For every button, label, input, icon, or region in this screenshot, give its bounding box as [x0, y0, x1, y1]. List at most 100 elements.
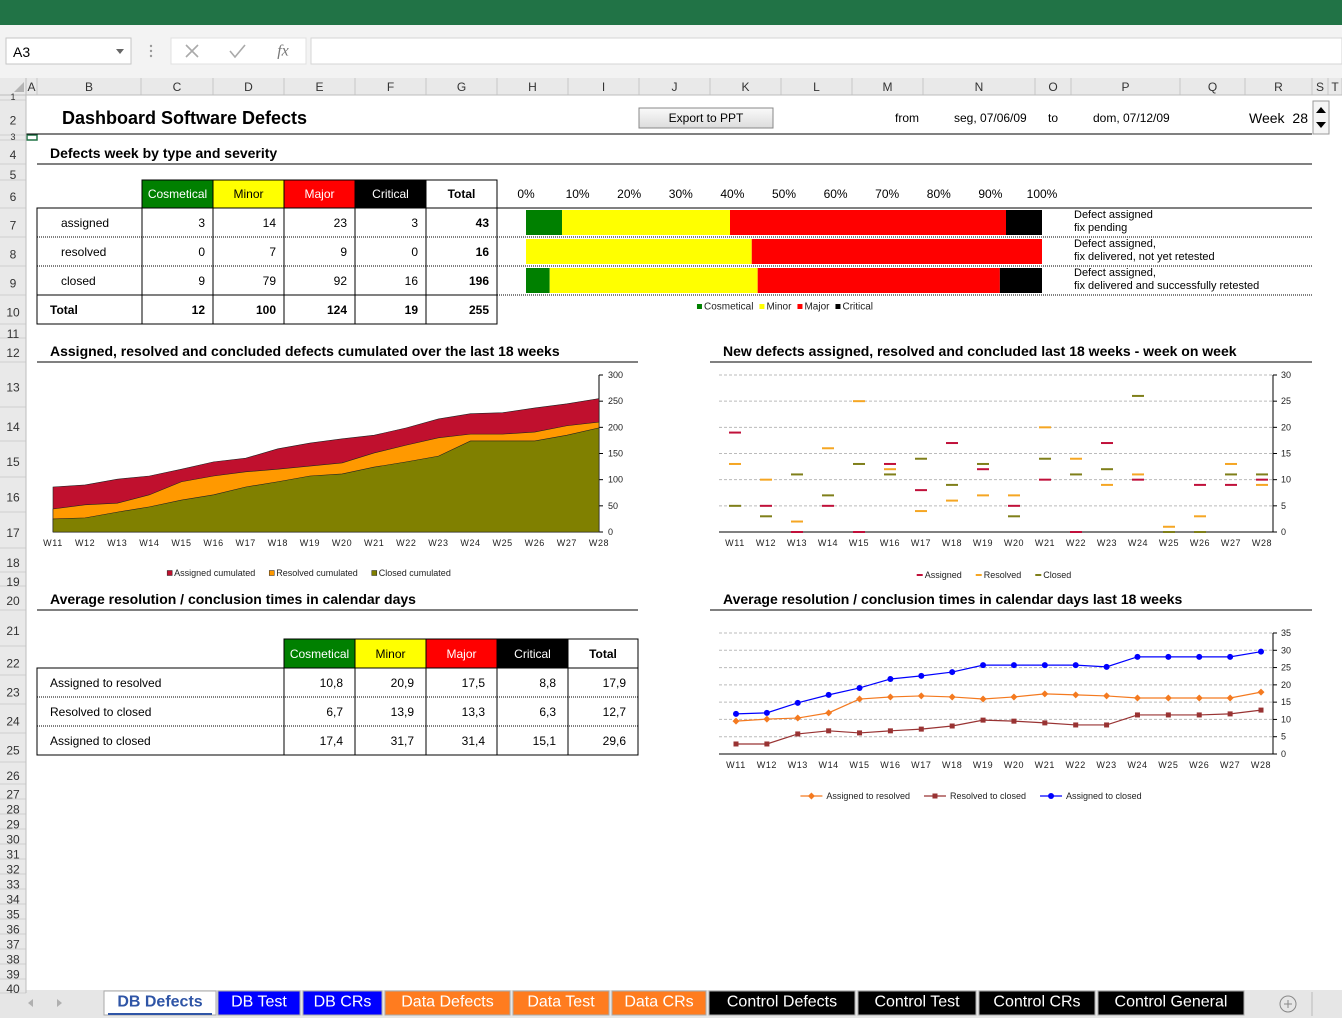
x-tick-label: W27 [557, 538, 577, 548]
cell-value: 6,7 [326, 705, 343, 719]
row-label: Assigned to closed [50, 734, 151, 748]
data-point [1010, 693, 1018, 701]
cancel-icon[interactable] [185, 44, 199, 58]
row-header: 8 [10, 248, 17, 262]
data-point [825, 691, 832, 698]
row-header: 14 [6, 420, 20, 434]
legend-label: Major [804, 302, 830, 313]
data-point [1103, 692, 1111, 700]
legend-marker [807, 792, 815, 800]
percent-tick-label: 100% [1027, 187, 1058, 201]
column-header-label: Minor [233, 187, 263, 201]
x-tick-label: W12 [75, 538, 95, 548]
row-header: 26 [6, 769, 20, 783]
x-tick-label: W21 [1035, 538, 1055, 548]
data-point [1196, 712, 1202, 718]
header-cell [354, 638, 427, 669]
cell-value: 0 [411, 245, 418, 259]
legend-label: Minor [766, 302, 792, 313]
data-point [1227, 711, 1233, 717]
name-box-dropdown[interactable] [116, 49, 124, 54]
data-point [1165, 712, 1171, 718]
sheet-tab[interactable] [708, 990, 856, 1016]
data-point [857, 730, 863, 736]
sheet-tab-label: Control CRs [993, 994, 1080, 1011]
select-all[interactable] [14, 82, 24, 92]
y-tick-label: 10 [1281, 714, 1291, 724]
row-header: 2 [10, 114, 17, 128]
row-label: Total [50, 303, 78, 317]
sheet-tab[interactable] [384, 990, 511, 1016]
data-point [887, 675, 894, 682]
x-tick-label: W12 [757, 760, 777, 770]
cell-value: 31,4 [462, 734, 486, 748]
insert-function-icon[interactable]: fx [277, 43, 289, 60]
legend-label: Cosmetical [704, 302, 753, 313]
bar-note: fix delivered, not yet retested [1074, 251, 1215, 263]
cell-value: 16 [405, 274, 419, 288]
sheet-tab[interactable] [611, 990, 707, 1016]
percent-tick-label: 70% [875, 187, 899, 201]
enter-icon[interactable] [229, 44, 246, 59]
name-box[interactable] [5, 37, 132, 65]
sheet-tab-label: Control General [1115, 994, 1228, 1011]
x-tick-label: W20 [1004, 538, 1024, 548]
severity-segment [1006, 210, 1042, 235]
data-point [1072, 662, 1079, 669]
column-header-label: Critical [372, 187, 409, 201]
export-button-label[interactable]: Export to PPT [669, 111, 744, 125]
legend-key [696, 304, 702, 309]
column-header: P [1121, 80, 1129, 94]
column-header-label: Major [446, 647, 476, 661]
column-header: S [1316, 80, 1324, 94]
row-header: 32 [6, 863, 20, 877]
x-tick-label: W19 [300, 538, 320, 548]
section-title: New defects assigned, resolved and concl… [723, 343, 1237, 359]
spinner-arrows[interactable] [1316, 107, 1326, 128]
export-button[interactable] [638, 107, 774, 129]
x-tick-label: W21 [1035, 760, 1055, 770]
bar-note: Defect assigned, [1074, 238, 1156, 250]
sheet-tab[interactable] [1097, 990, 1245, 1016]
formula-input[interactable] [310, 37, 1342, 65]
sheet-tab[interactable] [103, 990, 217, 1016]
row-header: 38 [6, 953, 20, 967]
severity-segment [751, 239, 1042, 264]
row-header: 40 [6, 982, 20, 996]
severity-segment [526, 268, 550, 293]
data-point [949, 669, 956, 676]
column-header: E [315, 80, 323, 94]
row-header: 17 [6, 526, 20, 540]
x-tick-label: W12 [756, 538, 776, 548]
x-tick-label: W23 [428, 538, 448, 548]
week-spinner[interactable] [1312, 100, 1330, 135]
legend-label: Closed cumulated [379, 568, 451, 578]
data-point [1196, 653, 1203, 660]
x-tick-label: W23 [1097, 538, 1117, 548]
x-tick-label: W14 [818, 538, 838, 548]
x-tick-label: W13 [788, 760, 808, 770]
sheet-tab[interactable] [302, 990, 383, 1016]
x-tick-label: W28 [589, 538, 609, 548]
cell-value: 23 [334, 216, 348, 230]
cell-value: 3 [411, 216, 418, 230]
y-tick-label: 30 [1281, 645, 1291, 655]
sheet-tab[interactable] [512, 990, 610, 1016]
new-sheet-button[interactable] [1279, 995, 1297, 1013]
sheet-tab-label: Data Defects [401, 994, 493, 1011]
data-point [918, 672, 925, 679]
data-point [1042, 720, 1048, 726]
sheet-tab[interactable] [217, 990, 301, 1016]
sheet-tab-label: DB CRs [314, 994, 372, 1011]
column-header: J [672, 80, 678, 94]
row-label: resolved [61, 245, 106, 259]
legend-marker [1048, 793, 1055, 799]
row-header: 7 [10, 219, 17, 233]
percent-tick-label: 20% [617, 187, 641, 201]
sheet-tab[interactable] [978, 990, 1096, 1016]
row-header: 5 [10, 168, 17, 182]
column-header-label: Total [448, 187, 476, 201]
sheet-tab[interactable] [857, 990, 977, 1016]
x-tick-label: W23 [1096, 760, 1116, 770]
